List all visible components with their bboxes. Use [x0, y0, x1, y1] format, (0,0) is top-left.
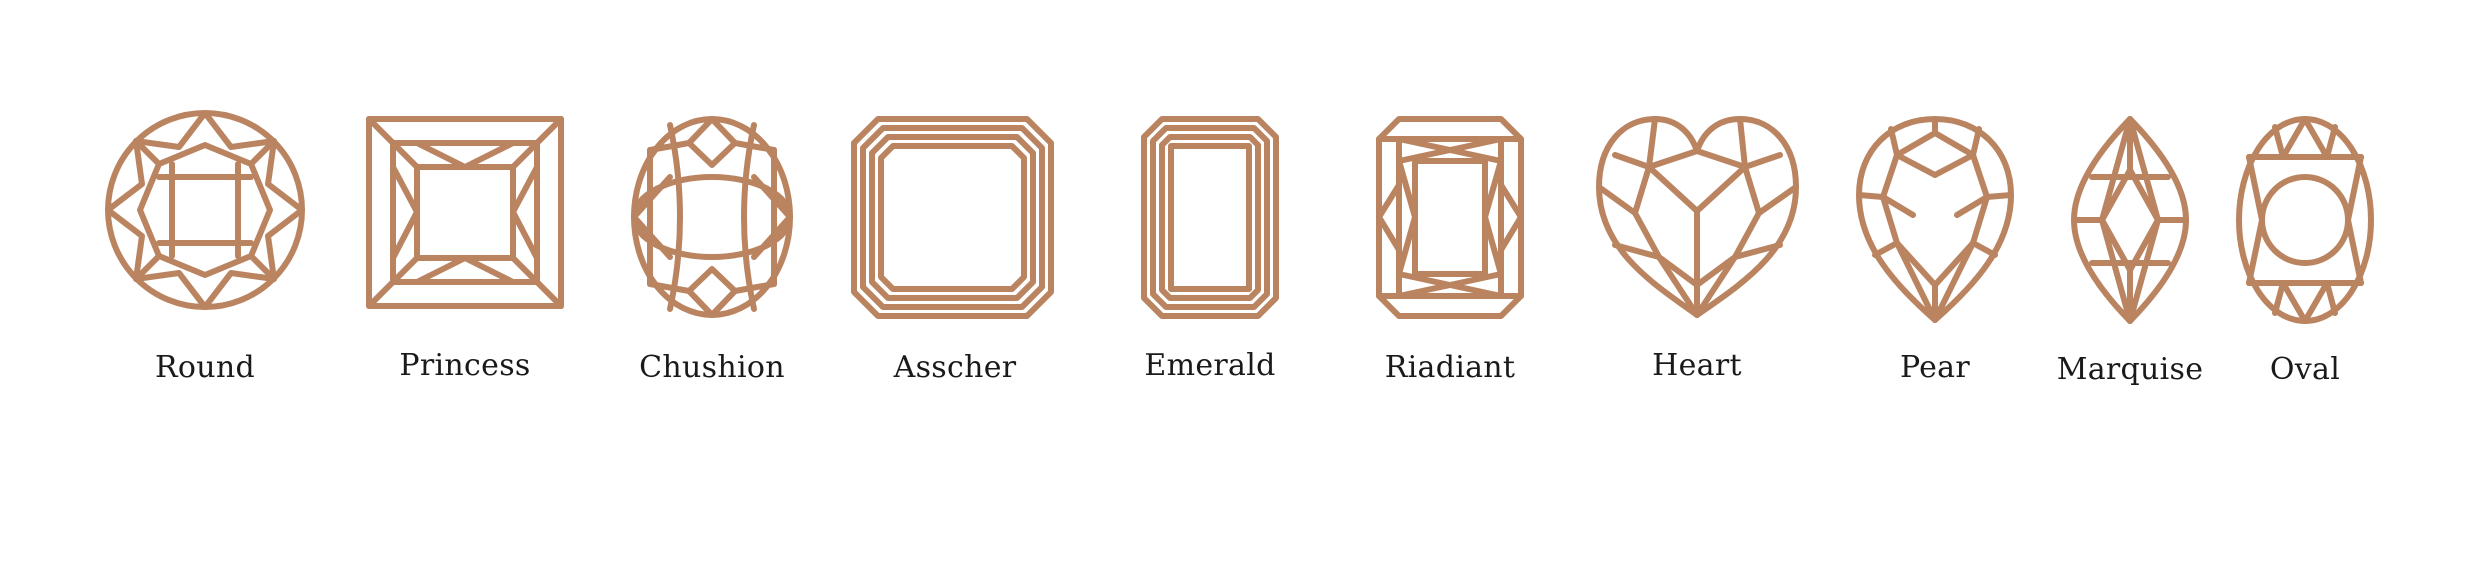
shape-label-radiant: Riadiant [1384, 350, 1516, 385]
pear-cut-icon [1855, 115, 2015, 325]
oval-cut-icon [2235, 115, 2375, 325]
shape-label-heart: Heart [1652, 348, 1742, 383]
shape-label-cushion: Chushion [639, 350, 785, 385]
heart-cut-icon [1595, 115, 1800, 320]
shape-label-oval: Oval [2269, 352, 2341, 387]
asscher-cut-icon [850, 115, 1055, 320]
shape-label-round: Round [155, 350, 255, 385]
shape-label-emerald: Emerald [1144, 348, 1276, 383]
round-cut-icon [100, 105, 310, 315]
shape-label-princess: Princess [399, 348, 531, 383]
princess-cut-icon [365, 115, 565, 310]
shape-label-asscher: Asscher [893, 350, 1017, 385]
shape-label-pear: Pear [1899, 350, 1971, 385]
shape-label-marquise: Marquise [2056, 352, 2204, 387]
radiant-cut-icon [1375, 115, 1525, 320]
emerald-cut-icon [1140, 115, 1280, 320]
marquise-cut-icon [2070, 115, 2190, 325]
cushion-cut-icon [630, 115, 795, 320]
